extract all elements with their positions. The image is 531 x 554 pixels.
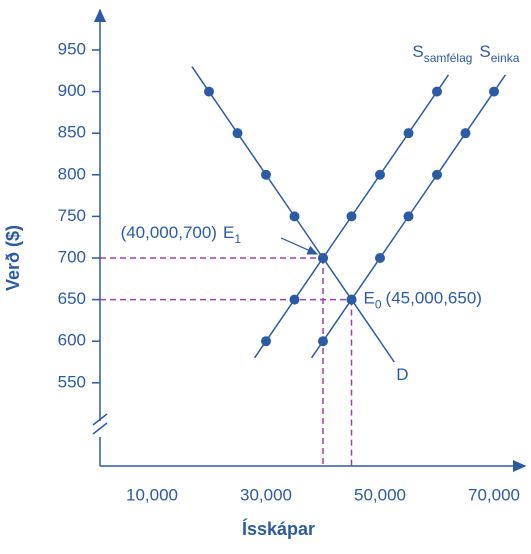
series-label: Ssamfélag bbox=[412, 42, 472, 65]
series-label: Seinka bbox=[479, 42, 519, 65]
point bbox=[261, 336, 271, 347]
y-tick-label: 550 bbox=[58, 372, 86, 391]
point bbox=[261, 169, 271, 180]
point bbox=[346, 211, 357, 222]
point bbox=[375, 252, 385, 263]
point bbox=[375, 169, 385, 180]
point bbox=[432, 86, 442, 97]
point bbox=[232, 128, 243, 139]
equilibrium-name: E bbox=[364, 289, 375, 308]
equilibrium-label: E0 (45,000,650) bbox=[364, 289, 482, 312]
point bbox=[289, 211, 300, 222]
point bbox=[318, 252, 328, 263]
axis-break bbox=[92, 422, 108, 435]
series-subscript: samfélag bbox=[424, 51, 473, 65]
point bbox=[403, 211, 414, 222]
series-line bbox=[208, 91, 353, 301]
x-tick-label: 70,000 bbox=[468, 485, 520, 504]
y-tick-label: 650 bbox=[58, 289, 86, 308]
series-name: D bbox=[396, 365, 408, 384]
y-tick-label: 850 bbox=[58, 123, 86, 142]
line-extension bbox=[191, 66, 210, 92]
line-extension bbox=[350, 299, 395, 363]
series-name: S bbox=[479, 42, 490, 61]
equilibrium-label: (40,000,700) E1 bbox=[121, 223, 242, 246]
y-tick-label: 800 bbox=[58, 164, 86, 183]
equilibrium-coord: (45,000,650) bbox=[386, 289, 482, 308]
equilibrium-sub: 1 bbox=[234, 232, 241, 246]
x-tick-label: 50,000 bbox=[354, 485, 406, 504]
equilibrium-arrow bbox=[280, 237, 319, 255]
y-tick-label: 750 bbox=[58, 206, 86, 225]
y-axis-label: Verð ($) bbox=[3, 225, 23, 291]
equilibrium-name: E bbox=[223, 223, 234, 242]
y-tick-label: 600 bbox=[58, 331, 86, 350]
y-tick-label: 700 bbox=[58, 247, 86, 266]
point bbox=[460, 128, 471, 139]
point bbox=[289, 294, 300, 305]
x-tick-label: 10,000 bbox=[126, 485, 178, 504]
equilibrium-sub: 0 bbox=[375, 298, 382, 312]
series-subscript: einka bbox=[491, 51, 520, 65]
point bbox=[432, 169, 442, 180]
series-name: S bbox=[412, 42, 423, 61]
x-axis-label: Ísskápar bbox=[242, 518, 315, 539]
y-tick-label: 900 bbox=[58, 81, 86, 100]
series-label: D bbox=[396, 365, 408, 384]
point bbox=[204, 86, 214, 97]
point bbox=[346, 294, 357, 305]
equilibrium-coord: (40,000,700) bbox=[121, 223, 217, 242]
point bbox=[403, 128, 414, 139]
axis-break bbox=[92, 413, 108, 426]
x-tick-label: 30,000 bbox=[240, 485, 292, 504]
point bbox=[318, 336, 328, 347]
y-tick-label: 950 bbox=[58, 39, 86, 58]
point bbox=[489, 86, 499, 97]
